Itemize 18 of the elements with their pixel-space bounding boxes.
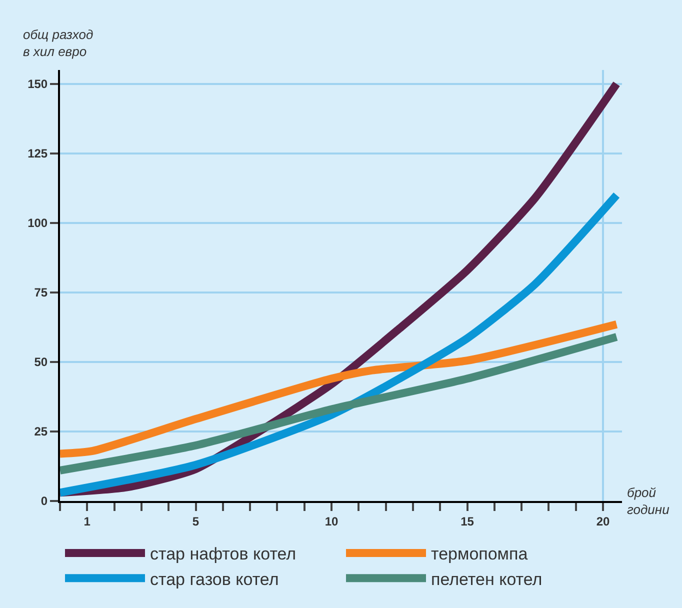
y-tick-label: 150 xyxy=(28,77,48,92)
y-tick-label: 50 xyxy=(34,355,48,370)
x-tick-label: 15 xyxy=(460,514,474,528)
x-tick-label: 1 xyxy=(84,514,91,528)
y-tick-label: 75 xyxy=(34,286,48,300)
y-tick-label: 125 xyxy=(28,146,48,161)
x-tick-label: 20 xyxy=(596,514,610,528)
legend-label: термопомпа xyxy=(431,544,528,564)
x-tick-label: 5 xyxy=(192,514,200,528)
y-tick-label: 100 xyxy=(28,216,48,230)
legend-label: стар нафтов котел xyxy=(150,544,296,564)
x-axis-title: брой години xyxy=(627,485,670,517)
y-tick-label: 25 xyxy=(34,424,48,439)
legend-label: пелетен котел xyxy=(431,570,542,589)
legend-label: стар газов котел xyxy=(150,570,279,589)
y-tick-label: 0 xyxy=(40,494,48,508)
x-tick-label: 10 xyxy=(324,514,338,528)
y-axis-title: общ разход в хил евро xyxy=(23,27,94,59)
